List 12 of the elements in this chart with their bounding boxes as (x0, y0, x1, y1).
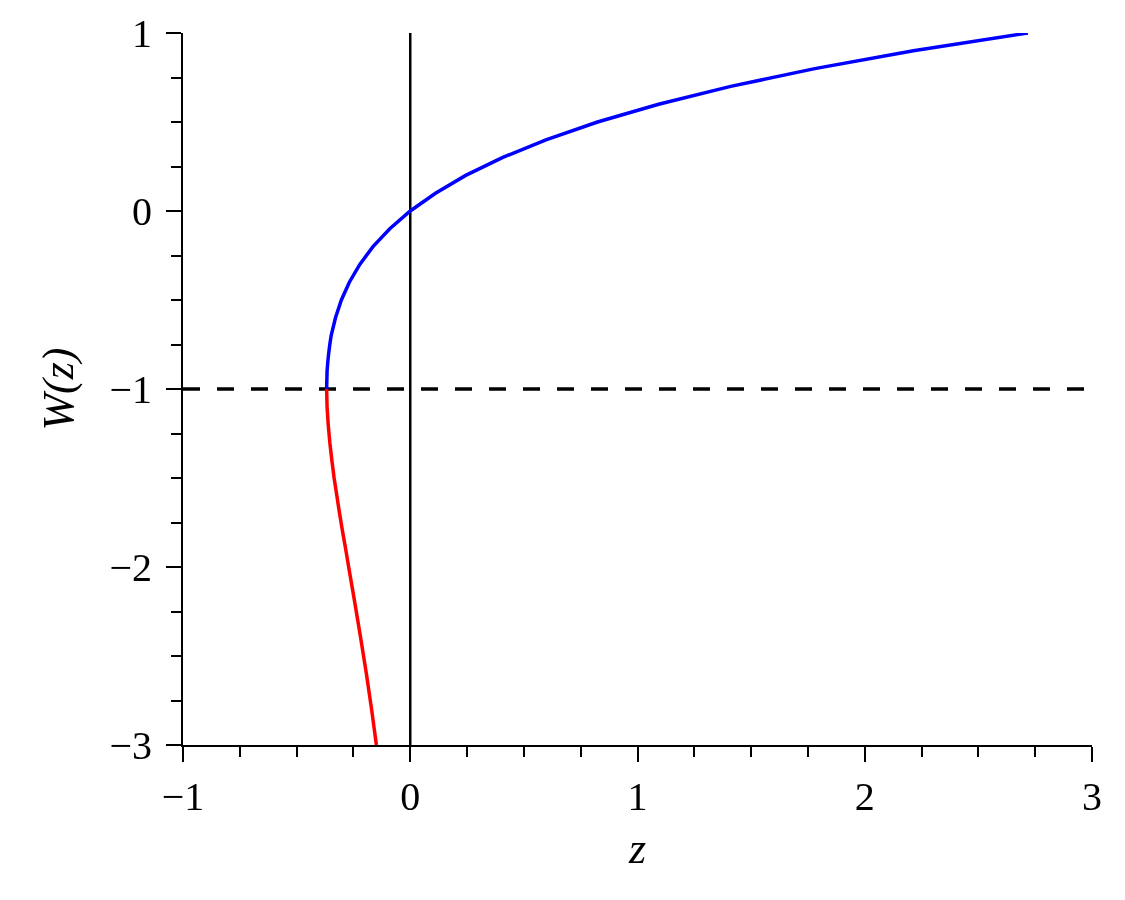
x-tick-label: 2 (854, 774, 875, 819)
x-tick-label: −1 (161, 774, 205, 819)
y-tick-label: −2 (109, 545, 152, 590)
y-tick-label: −3 (109, 723, 152, 768)
y-tick-label: 0 (132, 189, 152, 234)
y-tick-label: 1 (132, 11, 152, 56)
x-tick-label: 3 (1082, 774, 1102, 819)
x-tick-label: 1 (627, 774, 648, 819)
x-axis-title: z (627, 823, 647, 873)
y-axis-title: W(z) (34, 347, 84, 431)
y-tick-label: −1 (109, 367, 152, 412)
x-tick-label: 0 (400, 774, 421, 819)
